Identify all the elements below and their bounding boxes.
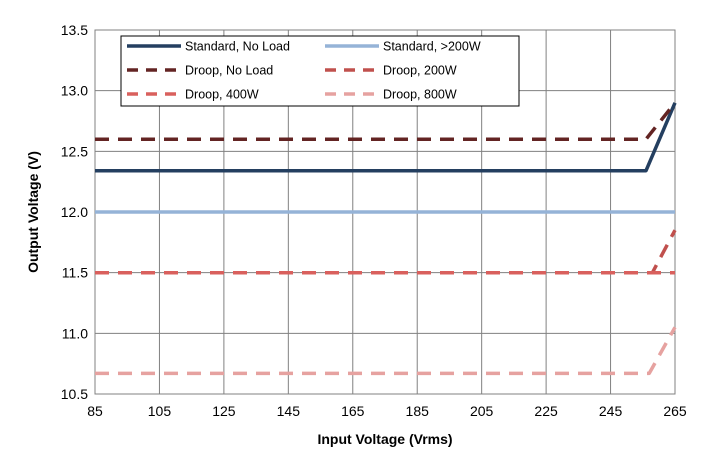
x-tick-label: 225 bbox=[534, 403, 558, 419]
y-axis: 10.5 11.0 11.5 12.0 12.5 13.0 13.5 bbox=[61, 22, 88, 402]
legend-box bbox=[120, 35, 520, 107]
series-line bbox=[95, 326, 677, 376]
x-axis-title: Input Voltage (Vrms) bbox=[317, 431, 452, 447]
legend-label: Standard, >200W bbox=[383, 40, 481, 54]
legend-label: Droop, No Load bbox=[185, 64, 273, 78]
x-axis: 85 105 125 145 165 185 205 225 245 265 bbox=[87, 403, 687, 419]
x-tick-label: 125 bbox=[212, 403, 236, 419]
x-tick-label: 145 bbox=[277, 403, 301, 419]
series-lines bbox=[95, 101, 677, 376]
y-tick-label: 12.5 bbox=[61, 143, 88, 159]
y-tick-label: 13.0 bbox=[61, 83, 88, 99]
x-tick-label: 205 bbox=[470, 403, 494, 419]
y-tick-label: 10.5 bbox=[61, 386, 88, 402]
x-tick-label: 85 bbox=[87, 403, 103, 419]
legend-label: Droop, 400W bbox=[185, 88, 259, 102]
legend: Standard, No Load Standard, >200W Droop, N… bbox=[120, 35, 520, 107]
legend-label: Standard, No Load bbox=[185, 40, 290, 54]
x-tick-label: 185 bbox=[406, 403, 430, 419]
series-line bbox=[95, 101, 677, 141]
x-tick-label: 265 bbox=[663, 403, 687, 419]
y-tick-label: 11.5 bbox=[62, 265, 88, 281]
series-line bbox=[95, 102, 677, 173]
legend-label: Droop, 800W bbox=[383, 88, 457, 102]
x-tick-label: 105 bbox=[148, 403, 172, 419]
y-tick-label: 11.0 bbox=[62, 325, 88, 341]
y-axis-title: Output Voltage (V) bbox=[25, 151, 41, 273]
y-tick-label: 13.5 bbox=[61, 22, 88, 38]
legend-label: Droop, 200W bbox=[383, 64, 457, 78]
x-tick-label: 165 bbox=[341, 403, 365, 419]
y-tick-label: 12.0 bbox=[61, 204, 88, 220]
x-tick-label: 245 bbox=[599, 403, 623, 419]
